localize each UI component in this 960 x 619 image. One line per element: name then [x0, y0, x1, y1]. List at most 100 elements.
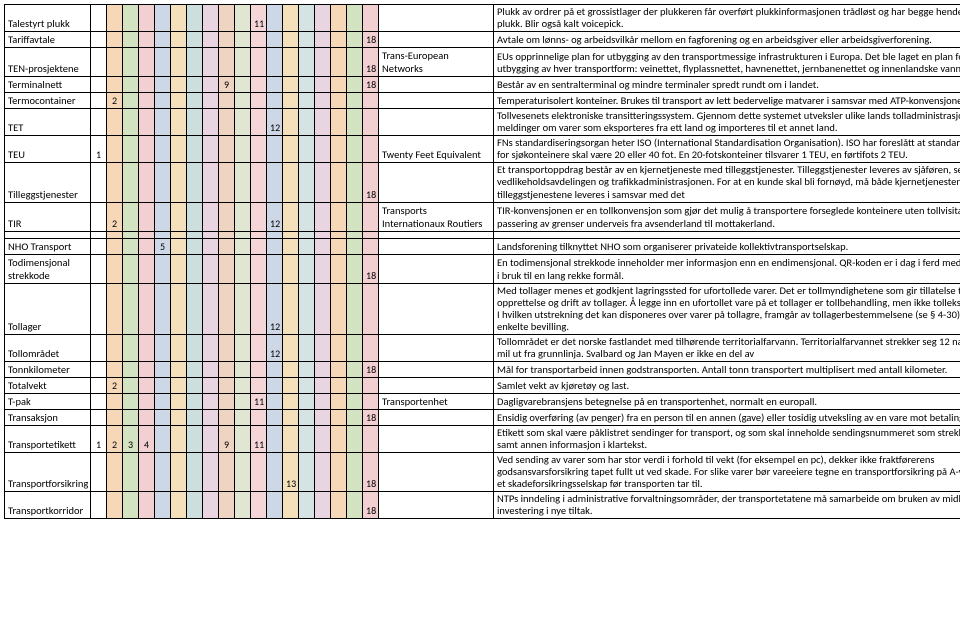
definition-cell: NTPs inndeling i administrative forvaltn…	[494, 492, 960, 519]
chapter-col-15	[315, 32, 331, 48]
chapter-col-15	[315, 377, 331, 393]
chapter-col-14	[299, 163, 315, 202]
chapter-col-16	[331, 361, 347, 377]
chapter-col-12	[267, 238, 283, 254]
chapter-col-4	[139, 283, 155, 334]
english-term-cell	[379, 361, 494, 377]
chapter-col-7	[187, 254, 203, 283]
chapter-col-14	[299, 238, 315, 254]
term-cell: TIR	[5, 202, 91, 231]
chapter-col-6	[171, 202, 187, 231]
chapter-col-15	[315, 361, 331, 377]
chapter-col-12	[267, 492, 283, 519]
chapter-col-12	[267, 409, 283, 425]
chapter-col-1	[91, 453, 107, 492]
chapter-col-16	[331, 136, 347, 163]
chapter-col-3	[123, 48, 139, 77]
chapter-col-4	[139, 202, 155, 231]
chapter-col-5	[155, 109, 171, 136]
chapter-col-17	[347, 377, 363, 393]
chapter-col-18: 18	[363, 163, 379, 202]
chapter-col-9	[219, 393, 235, 409]
chapter-col-3	[123, 77, 139, 93]
english-term-cell	[379, 32, 494, 48]
chapter-col-4	[139, 492, 155, 519]
chapter-col-8	[203, 492, 219, 519]
chapter-col-9	[219, 238, 235, 254]
chapter-col-15	[315, 109, 331, 136]
chapter-col-15	[315, 163, 331, 202]
glossary-row: Totalvekt2Samlet vekt av kjøretøy og las…	[5, 377, 960, 393]
chapter-col-2: 2	[107, 425, 123, 452]
chapter-col-12: 12	[267, 334, 283, 361]
chapter-col-5: 5	[155, 238, 171, 254]
chapter-col-13	[283, 334, 299, 361]
chapter-col-7	[187, 77, 203, 93]
chapter-col-7	[187, 32, 203, 48]
chapter-col-18	[363, 5, 379, 32]
chapter-col-7	[187, 453, 203, 492]
chapter-col-16	[331, 492, 347, 519]
chapter-col-2	[107, 254, 123, 283]
chapter-col-12: 12	[267, 283, 283, 334]
definition-cell: Plukk av ordrer på et grossistlager der …	[494, 5, 960, 32]
chapter-col-6	[171, 334, 187, 361]
glossary-row: TEN-prosjektene18Trans-European Networks…	[5, 48, 960, 77]
chapter-col-7	[187, 5, 203, 32]
chapter-col-17	[347, 32, 363, 48]
glossary-row: Transportkorridor18NTPs inndeling i admi…	[5, 492, 960, 519]
definition-cell: Et transportoppdrag består av en kjernet…	[494, 163, 960, 202]
chapter-col-7	[187, 334, 203, 361]
chapter-col-9	[219, 32, 235, 48]
glossary-row: Tollområdet12Tollområdet er det norske f…	[5, 334, 960, 361]
chapter-col-6	[171, 109, 187, 136]
chapter-col-7	[187, 393, 203, 409]
chapter-col-9	[219, 334, 235, 361]
chapter-col-14	[299, 393, 315, 409]
chapter-col-6	[171, 425, 187, 452]
chapter-col-8	[203, 393, 219, 409]
chapter-col-18	[363, 377, 379, 393]
chapter-col-17	[347, 361, 363, 377]
chapter-col-2	[107, 361, 123, 377]
chapter-col-5	[155, 48, 171, 77]
chapter-col-13	[283, 77, 299, 93]
chapter-col-16	[331, 5, 347, 32]
chapter-col-18	[363, 425, 379, 452]
chapter-col-8	[203, 109, 219, 136]
chapter-col-17	[347, 109, 363, 136]
chapter-col-2	[107, 238, 123, 254]
chapter-col-18	[363, 238, 379, 254]
chapter-col-4	[139, 48, 155, 77]
chapter-col-4	[139, 77, 155, 93]
chapter-col-17	[347, 93, 363, 109]
chapter-col-9	[219, 202, 235, 231]
chapter-col-1	[91, 409, 107, 425]
chapter-col-7	[187, 109, 203, 136]
chapter-col-13	[283, 377, 299, 393]
chapter-col-10	[235, 425, 251, 452]
definition-cell: Temperaturisolert konteiner. Brukes til …	[494, 93, 960, 109]
chapter-col-6	[171, 283, 187, 334]
chapter-col-13	[283, 93, 299, 109]
chapter-col-8	[203, 48, 219, 77]
term-cell: TET	[5, 109, 91, 136]
english-term-cell: Transports Internationaux Routiers	[379, 202, 494, 231]
glossary-row: Tilleggstjenester18Et transportoppdrag b…	[5, 163, 960, 202]
chapter-col-18	[363, 109, 379, 136]
chapter-col-17	[347, 283, 363, 334]
chapter-col-16	[331, 409, 347, 425]
chapter-col-1	[91, 254, 107, 283]
glossary-row: TEU1Twenty Feet EquivalentFNs standardis…	[5, 136, 960, 163]
chapter-col-3	[123, 361, 139, 377]
chapter-col-14	[299, 5, 315, 32]
chapter-col-14	[299, 425, 315, 452]
glossary-row: TET12Tollvesenets elektroniske transitte…	[5, 109, 960, 136]
chapter-col-11: 11	[251, 393, 267, 409]
chapter-col-16	[331, 93, 347, 109]
english-term-cell: Twenty Feet Equivalent	[379, 136, 494, 163]
chapter-col-1: 1	[91, 425, 107, 452]
chapter-col-7	[187, 136, 203, 163]
chapter-col-10	[235, 393, 251, 409]
chapter-col-14	[299, 409, 315, 425]
